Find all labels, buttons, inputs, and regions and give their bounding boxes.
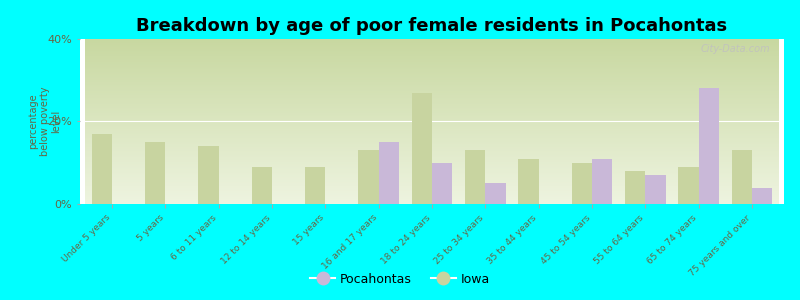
Bar: [145, 142, 166, 204]
Bar: [252, 167, 272, 204]
Bar: [465, 150, 486, 204]
Bar: [592, 159, 612, 204]
Bar: [646, 175, 666, 204]
Bar: [518, 159, 538, 204]
Bar: [752, 188, 772, 204]
Bar: [698, 88, 719, 204]
Y-axis label: percentage
below poverty
level: percentage below poverty level: [28, 87, 62, 156]
Bar: [678, 167, 698, 204]
Title: Breakdown by age of poor female residents in Pocahontas: Breakdown by age of poor female resident…: [137, 17, 727, 35]
Bar: [358, 150, 378, 204]
Bar: [572, 163, 592, 204]
Bar: [732, 150, 752, 204]
Bar: [412, 93, 432, 204]
Bar: [92, 134, 112, 204]
Bar: [378, 142, 399, 204]
Legend: Pocahontas, Iowa: Pocahontas, Iowa: [305, 268, 495, 291]
Bar: [432, 163, 452, 204]
Bar: [198, 146, 218, 204]
Bar: [625, 171, 646, 204]
Bar: [486, 183, 506, 204]
Text: City-Data.com: City-Data.com: [700, 44, 770, 54]
Bar: [305, 167, 326, 204]
